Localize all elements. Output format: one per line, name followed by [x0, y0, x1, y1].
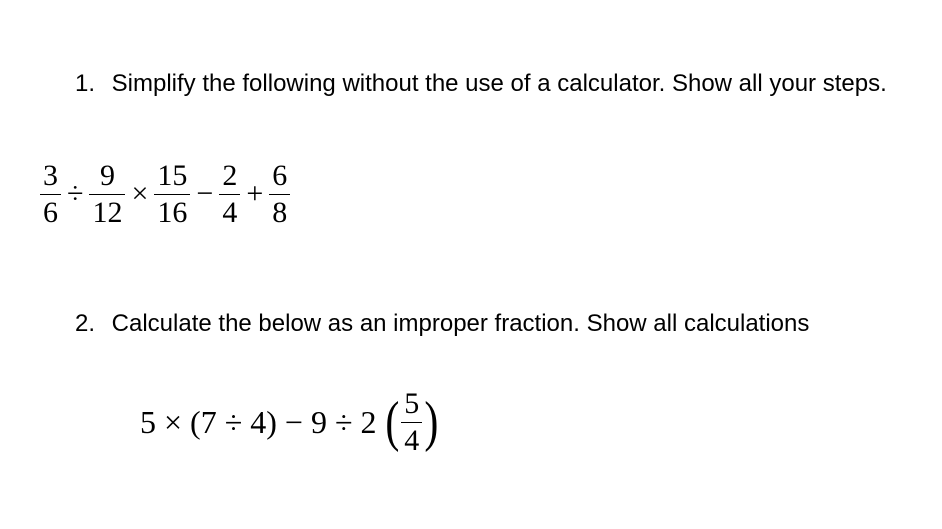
question-1-number: 1. — [75, 70, 105, 98]
fraction-2-den: 12 — [89, 197, 125, 229]
paren-fraction-num: 5 — [401, 388, 422, 420]
fraction-bar — [401, 422, 422, 423]
paren-fraction: 5 4 — [401, 388, 422, 456]
right-paren-icon: ) — [425, 400, 439, 445]
fraction-2: 9 12 — [89, 160, 125, 228]
op-plus: + — [240, 177, 269, 211]
fraction-bar — [89, 194, 125, 195]
fraction-bar — [219, 194, 240, 195]
left-paren-icon: ( — [385, 400, 399, 445]
fraction-5: 6 8 — [269, 160, 290, 228]
question-1-prompt: 1. Simplify the following without the us… — [75, 70, 887, 98]
fraction-3-den: 16 — [154, 197, 190, 229]
question-2-text: Calculate the below as an improper fract… — [112, 310, 810, 337]
fraction-1-den: 6 — [40, 197, 61, 229]
op-times: × — [125, 177, 154, 211]
question-1-text: Simplify the following without the use o… — [112, 70, 887, 97]
paren-fraction-den: 4 — [401, 425, 422, 457]
fraction-3: 15 16 — [154, 160, 190, 228]
expr-left-part: 5 × (7 ÷ 4) − 9 ÷ 2 — [140, 404, 377, 441]
op-minus: − — [190, 177, 219, 211]
fraction-4-den: 4 — [219, 197, 240, 229]
question-2-number: 2. — [75, 310, 105, 338]
fraction-5-num: 6 — [269, 160, 290, 192]
paren-fraction-group: ( 5 4 ) — [383, 388, 441, 456]
fraction-1-num: 3 — [40, 160, 61, 192]
question-2-prompt: 2. Calculate the below as an improper fr… — [75, 310, 809, 338]
fraction-2-num: 9 — [89, 160, 125, 192]
fraction-bar — [154, 194, 190, 195]
question-2-expression: 5 × (7 ÷ 4) − 9 ÷ 2 ( 5 4 ) — [140, 388, 441, 456]
fraction-1: 3 6 — [40, 160, 61, 228]
fraction-4: 2 4 — [219, 160, 240, 228]
question-1-expression: 3 6 ÷ 9 12 × 15 16 − 2 4 + 6 8 — [40, 160, 290, 228]
fraction-bar — [269, 194, 290, 195]
fraction-bar — [40, 194, 61, 195]
fraction-3-num: 15 — [154, 160, 190, 192]
op-divide: ÷ — [61, 177, 89, 211]
fraction-4-num: 2 — [219, 160, 240, 192]
fraction-5-den: 8 — [269, 197, 290, 229]
